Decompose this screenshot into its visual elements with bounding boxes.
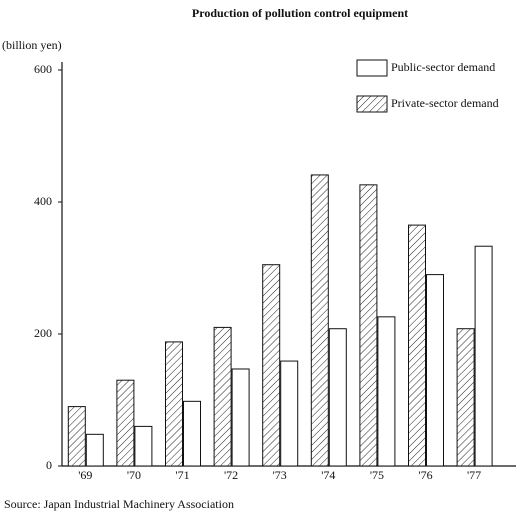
legend-label: Public-sector demand (391, 60, 495, 74)
chart-title: Production of pollution control equipmen… (192, 6, 408, 20)
bar (134, 425, 153, 467)
x-tick-label: '72 (224, 468, 238, 482)
bar (262, 264, 281, 467)
x-tick-label: '75 (370, 468, 384, 482)
legend-label: Private-sector demand (391, 96, 499, 110)
bar (377, 316, 396, 467)
y-axis-label: (billion yen) (2, 38, 62, 52)
y-tick-label: 600 (34, 62, 52, 76)
x-tick-label: '77 (467, 468, 481, 482)
bar (408, 224, 426, 467)
bar (85, 433, 104, 467)
bar (456, 328, 475, 467)
x-tick-label: '70 (127, 468, 141, 482)
bar (165, 341, 183, 467)
legend-swatch (356, 95, 388, 113)
bar (328, 328, 347, 467)
bar (183, 400, 201, 467)
y-tick-label: 200 (34, 326, 52, 340)
bar (116, 379, 135, 467)
bar (213, 326, 232, 467)
x-tick-label: '73 (273, 468, 287, 482)
legend-swatch (356, 59, 388, 77)
x-tick-label: '71 (175, 468, 189, 482)
bar (280, 360, 299, 467)
x-tick-label: '69 (78, 468, 92, 482)
y-tick-label: 0 (46, 458, 52, 472)
x-tick-label: '74 (321, 468, 335, 482)
bar (67, 406, 86, 467)
y-tick-label: 400 (34, 194, 52, 208)
bar (426, 274, 444, 467)
bar (474, 245, 493, 467)
x-tick-label: '76 (418, 468, 432, 482)
bar (310, 174, 329, 467)
bar (359, 184, 378, 467)
source: Source: Japan Industrial Machinery Assoc… (4, 497, 234, 511)
bar (231, 368, 250, 467)
